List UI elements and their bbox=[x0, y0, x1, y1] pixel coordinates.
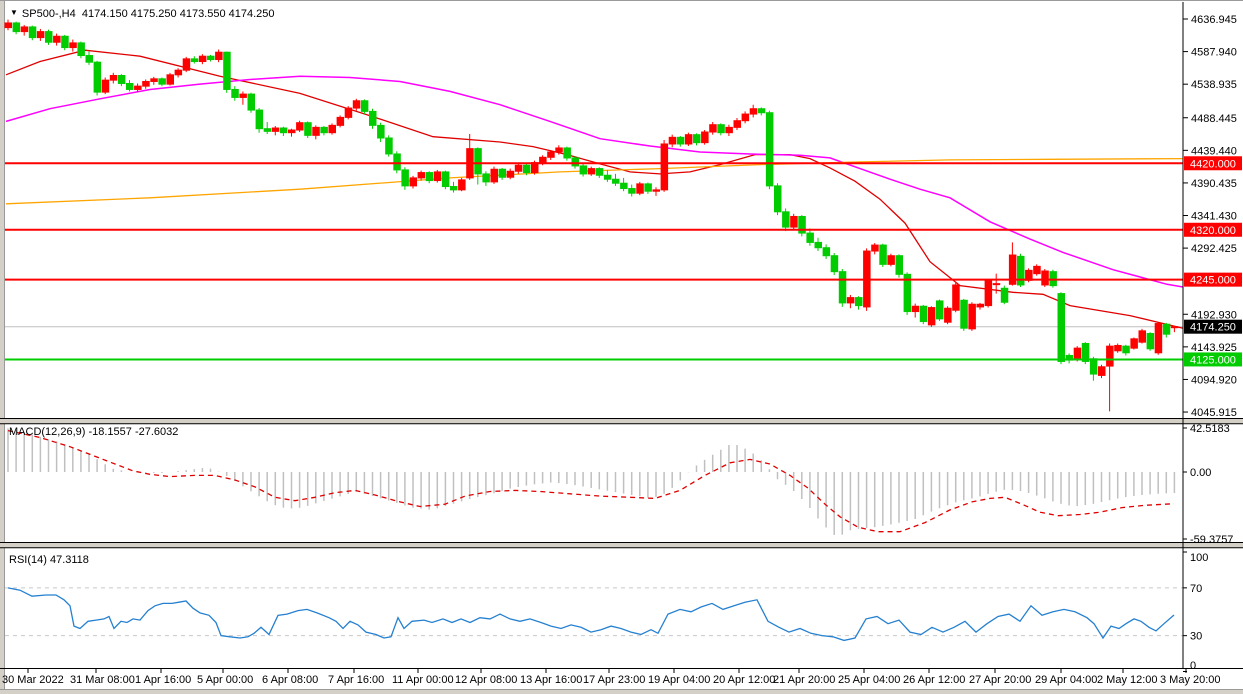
date-axis-label: 3 May 20:00 bbox=[1160, 674, 1221, 686]
svg-text:4245.000: 4245.000 bbox=[1190, 275, 1236, 287]
price-axis[interactable]: 4636.945 4587.940 4538.935 4488.445 4439.440… bbox=[1182, 2, 1242, 668]
date-axis-label: 6 Apr 08:00 bbox=[262, 674, 318, 686]
price-axis-label: 4636.945 bbox=[1191, 14, 1237, 26]
date-axis-label: 27 Apr 20:00 bbox=[969, 674, 1031, 686]
date-axis-label: 29 Apr 04:00 bbox=[1035, 674, 1097, 686]
symbol-title: ▼ SP500-,H4 4174.150 4175.250 4173.550 41… bbox=[10, 8, 275, 20]
macd-indicator-title: MACD(12,26,9) -18.1557 -27.6032 bbox=[9, 426, 179, 438]
svg-text:0: 0 bbox=[1190, 660, 1196, 672]
price-axis-label: 4143.925 bbox=[1191, 342, 1237, 354]
svg-text:4125.000: 4125.000 bbox=[1190, 354, 1236, 366]
window-bottom-edge bbox=[0, 690, 1243, 694]
price-axis-label: 4192.930 bbox=[1191, 309, 1237, 321]
date-axis-label: 31 Mar 08:00 bbox=[70, 674, 135, 686]
date-axis-label: 13 Apr 16:00 bbox=[520, 674, 582, 686]
date-axis-label: 2 May 12:00 bbox=[1097, 674, 1158, 686]
axis-price-box: 4420.000 bbox=[1184, 156, 1242, 171]
axis-price-box: 4245.000 bbox=[1184, 272, 1242, 287]
axis-price-box: 4174.250 bbox=[1184, 319, 1242, 334]
rsi-axis: 100 70 30 0 bbox=[1183, 551, 1208, 672]
ma-orange-line bbox=[5, 157, 1184, 205]
panel-separators[interactable] bbox=[0, 418, 1243, 669]
date-axis-label: 19 Apr 04:00 bbox=[648, 674, 710, 686]
main-price-panel[interactable] bbox=[4, 19, 1184, 412]
macd-panel[interactable] bbox=[7, 428, 1176, 535]
date-axis-label: 20 Apr 12:00 bbox=[713, 674, 775, 686]
price-axis-label: 4439.440 bbox=[1191, 145, 1237, 157]
date-axis[interactable]: 30 Mar 2022 31 Mar 08:00 1 Apr 16:00 5 Apr … bbox=[2, 669, 1221, 686]
date-axis-label: 26 Apr 12:00 bbox=[903, 674, 965, 686]
date-axis-label: 5 Apr 00:00 bbox=[197, 674, 253, 686]
svg-text:70: 70 bbox=[1190, 583, 1202, 595]
candles-layer[interactable] bbox=[4, 19, 1179, 412]
svg-text:42.5183: 42.5183 bbox=[1190, 423, 1230, 435]
macd-signal-line bbox=[7, 429, 1175, 533]
price-axis-label: 4341.430 bbox=[1191, 211, 1237, 223]
date-axis-label: 1 Apr 16:00 bbox=[135, 674, 191, 686]
svg-text:100: 100 bbox=[1190, 552, 1208, 564]
svg-text:4420.000: 4420.000 bbox=[1190, 158, 1236, 170]
window-left-edge bbox=[0, 1, 4, 694]
price-axis-label: 4538.935 bbox=[1191, 79, 1237, 91]
symbol-ohlc-text: SP500-,H4 4174.150 4175.250 4173.550 417… bbox=[21, 8, 275, 20]
date-axis-label: 7 Apr 16:00 bbox=[328, 674, 384, 686]
date-axis-label: 30 Mar 2022 bbox=[2, 674, 64, 686]
rsi-panel[interactable] bbox=[5, 587, 1183, 642]
date-axis-label: 12 Apr 08:00 bbox=[455, 674, 517, 686]
date-axis-label: 21 Apr 20:00 bbox=[773, 674, 835, 686]
rsi-indicator-title: RSI(14) 47.3118 bbox=[9, 554, 89, 566]
svg-text:-59.3757: -59.3757 bbox=[1190, 534, 1233, 546]
price-axis-label: 4292.425 bbox=[1191, 243, 1237, 255]
axis-price-box: 4125.000 bbox=[1184, 352, 1242, 367]
rsi-line bbox=[7, 587, 1175, 642]
chart-marker-icon: ▼ bbox=[10, 8, 18, 17]
date-axis-label: 17 Apr 23:00 bbox=[583, 674, 645, 686]
price-axis-label: 4587.940 bbox=[1191, 47, 1237, 59]
price-axis-label: 4488.445 bbox=[1191, 113, 1237, 125]
macd-axis: 42.5183 0.00 -59.3757 bbox=[1183, 423, 1233, 546]
price-axis-label: 4390.435 bbox=[1191, 178, 1237, 190]
date-axis-label: 11 Apr 00:00 bbox=[392, 674, 454, 686]
svg-text:4320.000: 4320.000 bbox=[1190, 225, 1236, 237]
date-axis-label: 25 Apr 04:00 bbox=[838, 674, 900, 686]
svg-text:0.00: 0.00 bbox=[1190, 467, 1211, 479]
price-axis-label: 4094.920 bbox=[1191, 374, 1237, 386]
ma-red-line bbox=[5, 49, 1184, 329]
svg-text:4174.250: 4174.250 bbox=[1190, 322, 1236, 334]
price-axis-label: 4045.915 bbox=[1191, 407, 1237, 419]
svg-text:30: 30 bbox=[1190, 631, 1202, 643]
axis-price-box: 4320.000 bbox=[1184, 222, 1242, 237]
